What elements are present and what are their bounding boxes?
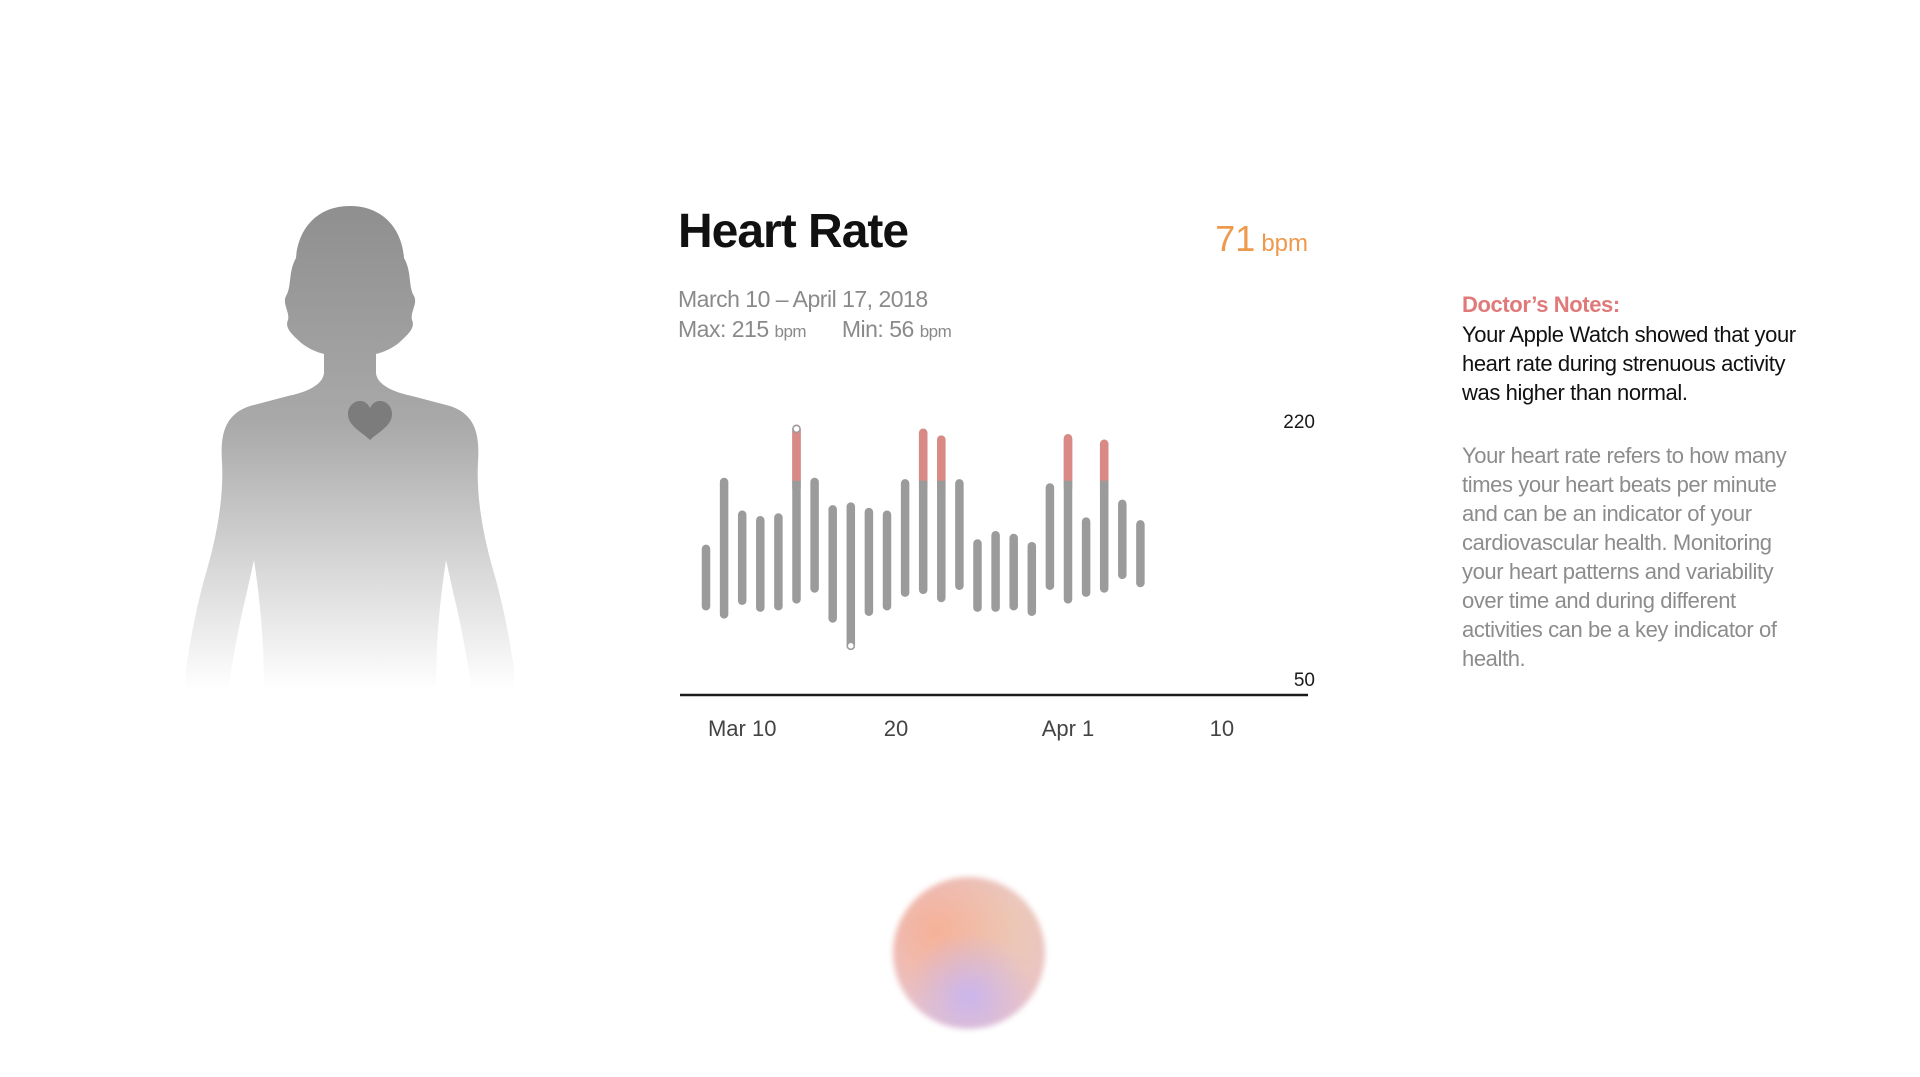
heart-icon: [348, 401, 392, 440]
y-tick-label: 50: [1294, 670, 1315, 691]
min-unit: bpm: [919, 322, 952, 341]
notes-heading: Doctor’s Notes:: [1462, 292, 1620, 317]
chart-bars: [701, 424, 1145, 651]
y-tick-label: 220: [1283, 412, 1315, 433]
max-label: Max: 215: [678, 316, 769, 342]
max-unit: bpm: [774, 322, 807, 341]
y-axis-ticks: 220 50: [1283, 412, 1315, 691]
body-silhouette: [180, 200, 520, 690]
notes-body: Your Apple Watch showed that your heart …: [1462, 322, 1796, 405]
x-tick-label: 20: [884, 716, 908, 741]
current-heart-rate: 71 bpm: [1160, 218, 1308, 260]
notes-description: Your heart rate refers to how many times…: [1462, 443, 1787, 671]
x-tick-label: Mar 10: [708, 716, 776, 741]
person-silhouette-icon: [186, 206, 514, 690]
min-marker: [846, 641, 856, 651]
heart-rate-stats: Max: 215 bpm Min: 56 bpm: [678, 316, 952, 343]
min-label: Min: 56: [841, 316, 914, 342]
current-heart-rate-unit: bpm: [1261, 230, 1308, 257]
page-title: Heart Rate: [678, 205, 909, 258]
max-marker: [792, 424, 801, 434]
chart-markers: [792, 424, 856, 651]
siri-orb-icon[interactable]: [893, 877, 1045, 1029]
current-heart-rate-value: 71: [1215, 218, 1256, 259]
doctors-notes: Doctor’s Notes: Your Apple Watch showed …: [1462, 292, 1812, 673]
x-tick-label: Apr 1: [1042, 716, 1095, 741]
date-range: March 10 – April 17, 2018: [678, 286, 928, 312]
x-tick-label: 10: [1210, 716, 1234, 741]
